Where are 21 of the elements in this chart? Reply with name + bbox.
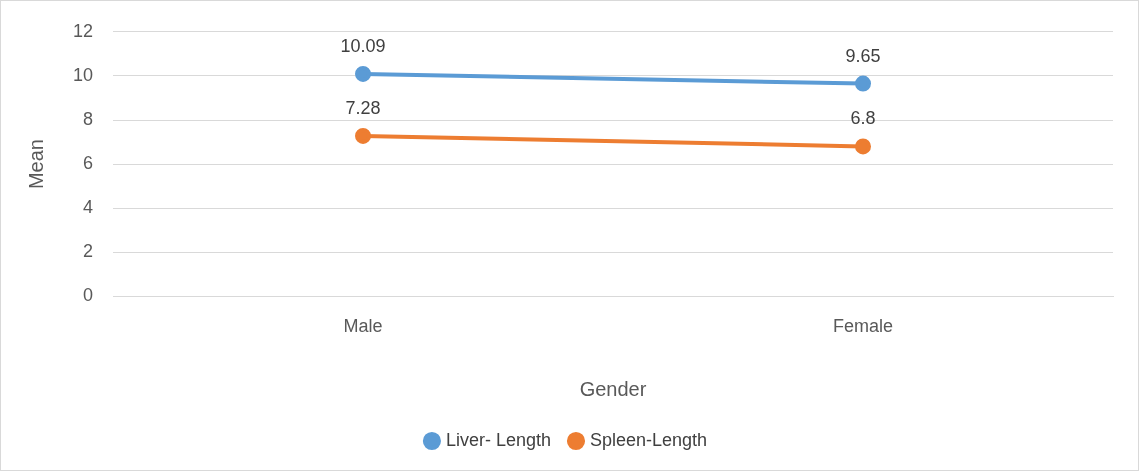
data-label: 6.8 [850, 108, 876, 129]
x-tick-label: Female [832, 316, 894, 337]
legend-label: Liver- Length [445, 429, 551, 450]
data-label: 7.28 [345, 97, 381, 118]
y-tick-label: 6 [83, 153, 94, 174]
point [355, 127, 372, 144]
data-label: 10.09 [340, 35, 386, 56]
y-axis-title: Mean [24, 139, 47, 190]
y-tick-label: 2 [83, 241, 94, 262]
y-tick-label: 12 [72, 20, 94, 41]
point [355, 65, 372, 82]
point [855, 75, 872, 92]
y-tick-label: 0 [83, 285, 94, 306]
y-tick-label: 8 [83, 108, 94, 129]
y-tick-label: 4 [83, 197, 94, 218]
legend-label: Spleen-Length [589, 429, 708, 450]
y-tick-label: 10 [72, 64, 94, 85]
x-tick-label: Male [343, 316, 383, 337]
x-axis-title: Gender [579, 377, 647, 400]
data-label: 9.65 [845, 45, 881, 66]
point [855, 138, 872, 155]
